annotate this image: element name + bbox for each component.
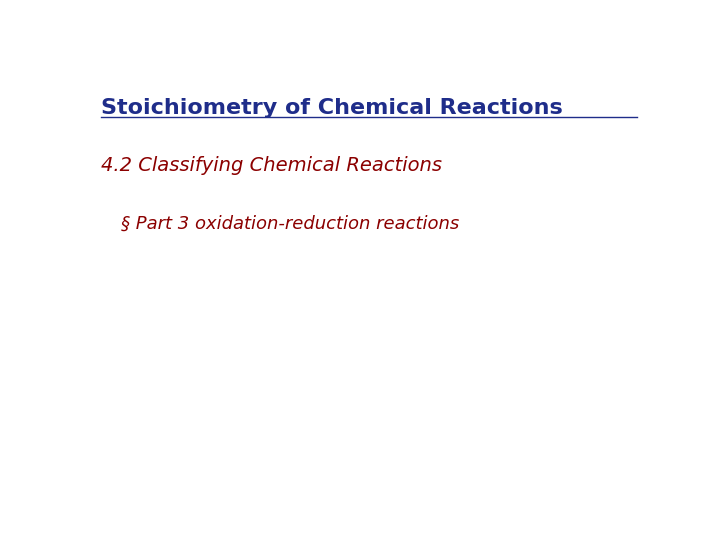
Text: 4.2 Classifying Chemical Reactions: 4.2 Classifying Chemical Reactions [101, 156, 442, 176]
Text: Stoichiometry of Chemical Reactions: Stoichiometry of Chemical Reactions [101, 98, 563, 118]
Text: § Part 3 oxidation-reduction reactions: § Part 3 oxidation-reduction reactions [121, 214, 459, 233]
